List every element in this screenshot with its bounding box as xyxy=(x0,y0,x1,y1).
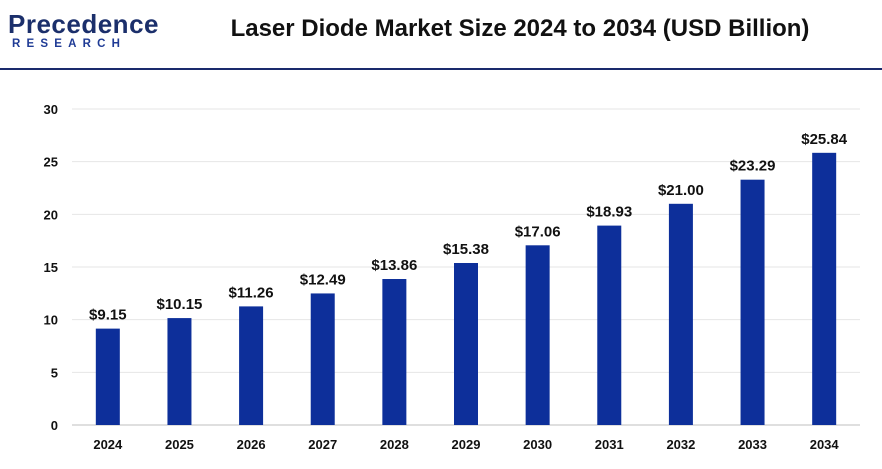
data-label-2028: $13.86 xyxy=(371,257,417,274)
logo-wordmark: Precedence xyxy=(8,9,159,39)
data-label-2029: $15.38 xyxy=(443,241,489,258)
x-tick-label-2033: 2033 xyxy=(738,437,767,452)
x-tick-label-2026: 2026 xyxy=(237,437,266,452)
y-tick-label: 10 xyxy=(44,313,58,328)
chart-title: Laser Diode Market Size 2024 to 2034 (US… xyxy=(230,15,810,42)
bar-2032 xyxy=(668,203,693,425)
bar-chart: 051015202530$9.152024$10.152025$11.26202… xyxy=(44,102,860,452)
y-tick-label: 0 xyxy=(51,418,58,433)
bar-2029 xyxy=(454,262,478,425)
y-tick-label: 25 xyxy=(44,155,58,170)
bar-2026 xyxy=(239,306,264,425)
x-tick-label-2028: 2028 xyxy=(380,437,409,452)
data-label-2025: $10.15 xyxy=(157,296,203,313)
x-tick-label-2031: 2031 xyxy=(595,437,624,452)
x-tick-label-2030: 2030 xyxy=(523,437,552,452)
precedence-research-logo[interactable]: Precedence RESEARCH xyxy=(8,10,158,56)
y-tick-label: 30 xyxy=(44,102,58,117)
y-tick-label: 20 xyxy=(44,207,58,222)
header: Precedence RESEARCH Laser Diode Market S… xyxy=(0,0,882,68)
bar-2034 xyxy=(812,152,837,425)
header-divider xyxy=(0,68,882,70)
bar-2033 xyxy=(740,179,765,425)
x-tick-label-2024: 2024 xyxy=(93,437,123,452)
y-tick-label: 5 xyxy=(51,365,58,380)
data-label-2024: $9.15 xyxy=(89,307,127,324)
data-label-2033: $23.29 xyxy=(730,158,776,175)
data-label-2034: $25.84 xyxy=(801,131,848,148)
data-label-2032: $21.00 xyxy=(658,182,704,199)
data-label-2027: $12.49 xyxy=(300,271,346,288)
logo-subtext: RESEARCH xyxy=(12,38,127,50)
data-label-2026: $11.26 xyxy=(229,284,274,301)
bar-2024 xyxy=(95,328,120,425)
bar-2028 xyxy=(382,279,407,425)
bar-2027 xyxy=(310,293,335,425)
bar-2025 xyxy=(167,318,192,425)
x-tick-label-2032: 2032 xyxy=(666,437,695,452)
y-tick-label: 15 xyxy=(44,260,58,275)
bar-2031 xyxy=(597,225,622,425)
data-label-2030: $17.06 xyxy=(515,223,561,240)
x-tick-label-2029: 2029 xyxy=(452,437,481,452)
bar-2030 xyxy=(525,245,550,425)
data-label-2031: $18.93 xyxy=(586,204,632,221)
x-tick-label-2034: 2034 xyxy=(810,437,840,452)
x-tick-label-2027: 2027 xyxy=(308,437,337,452)
x-tick-label-2025: 2025 xyxy=(165,437,194,452)
